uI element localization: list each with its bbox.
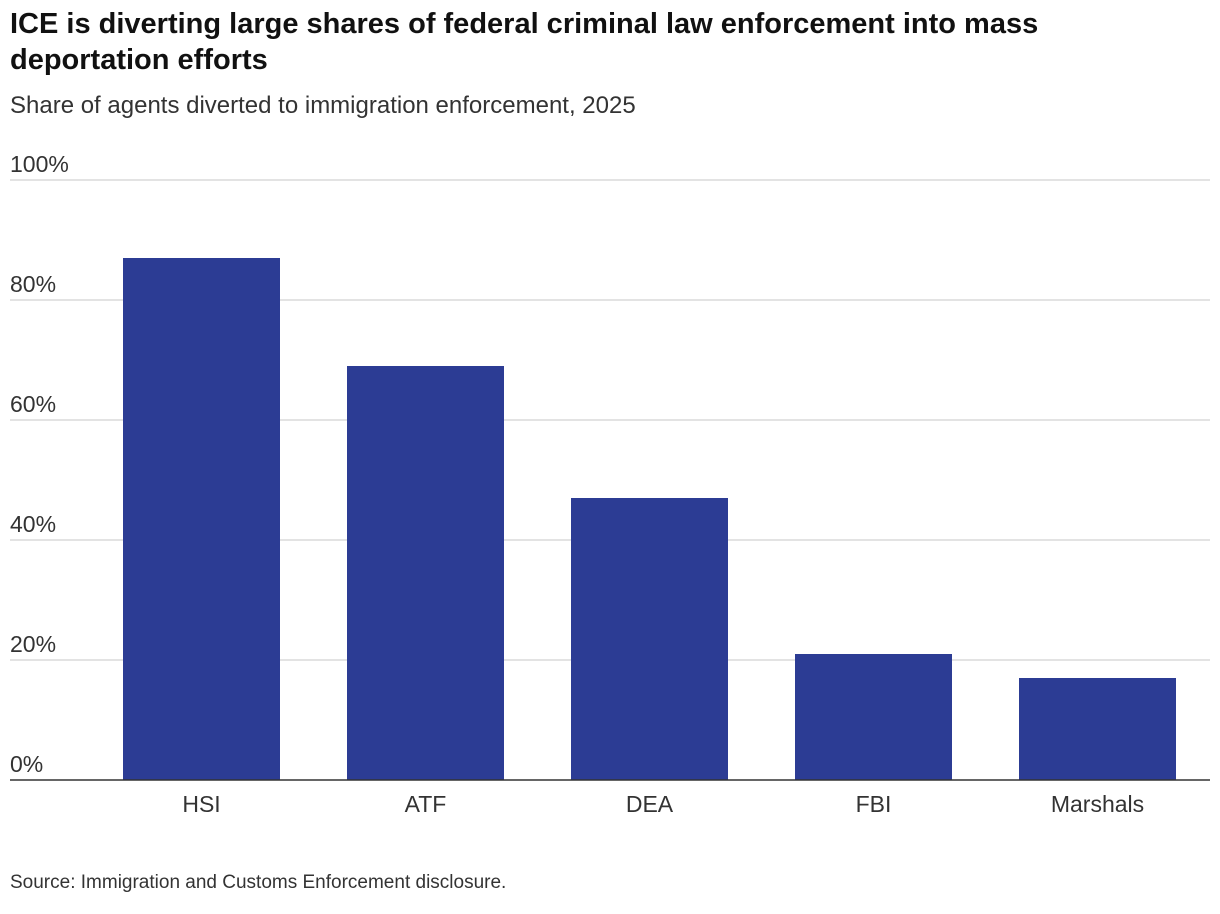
y-tick-label: 80% <box>10 271 56 297</box>
y-tick-label: 40% <box>10 511 56 537</box>
bar-hsi <box>123 258 280 780</box>
y-tick-label: 100% <box>10 151 69 177</box>
bar-marshals <box>1019 678 1176 780</box>
x-tick-label: HSI <box>182 791 220 817</box>
y-tick-label: 60% <box>10 391 56 417</box>
source-note: Source: Immigration and Customs Enforcem… <box>10 872 507 893</box>
y-tick-label: 0% <box>10 751 43 777</box>
bar-fbi <box>795 654 952 780</box>
x-tick-label: Marshals <box>1051 791 1144 817</box>
bar-atf <box>347 366 504 780</box>
chart-title: ICE is diverting large shares of federal… <box>10 8 1039 76</box>
x-tick-label: FBI <box>856 791 892 817</box>
bar-dea <box>571 498 728 780</box>
x-tick-label: DEA <box>626 791 674 817</box>
y-tick-label: 20% <box>10 631 56 657</box>
chart-subtitle: Share of agents diverted to immigration … <box>10 92 636 119</box>
x-tick-label: ATF <box>405 791 447 817</box>
